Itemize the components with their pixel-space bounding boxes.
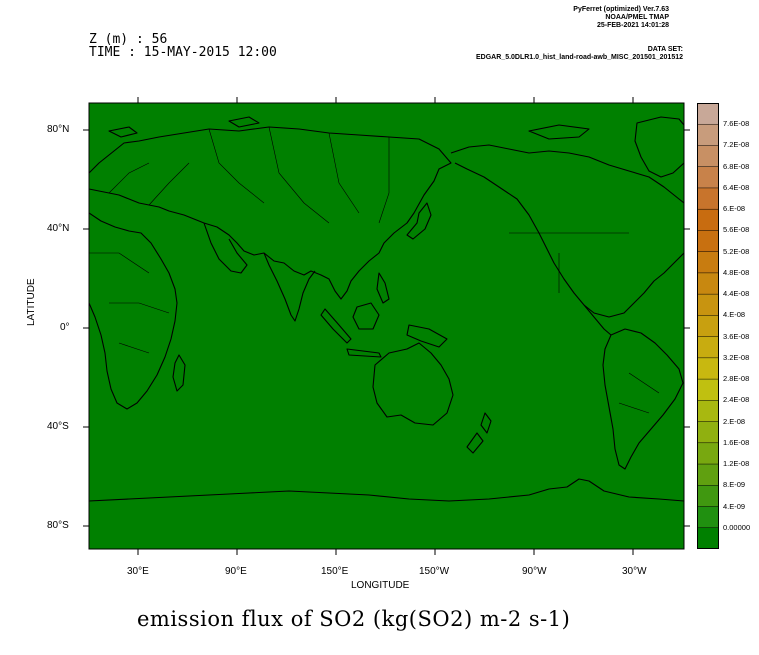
antarctica-outline [89,478,684,502]
colorbar-label: 6.8E-08 [723,161,750,171]
colorbar-swatch [697,209,719,231]
colorbar-label: 3.6E-08 [723,331,750,341]
colorbar-label: 2.8E-08 [723,374,750,384]
colorbar-swatch [697,103,719,125]
colorbar-swatch [697,251,719,274]
colorbar-swatch [697,145,719,168]
coastlines [89,116,684,502]
x-tick-label: 90°E [225,566,247,577]
colorbar-swatch [697,442,719,465]
colorbar-swatch [697,357,719,380]
plot-title: emission flux of SO2 (kg(SO2) m-2 s-1) [137,607,571,631]
arctic-islands-outline [108,116,590,140]
y-tick-label: 80°N [47,124,70,135]
y-tick-label: 40°S [47,421,69,432]
colorbar-label: 4.E-08 [723,310,746,320]
colorbar-swatch [697,400,719,423]
colorbar-label: 4.E-09 [723,501,746,511]
colorbar-swatch [697,124,719,146]
colorbar-swatch [697,230,719,253]
z-level-label: Z (m) : 56 [89,32,168,47]
y-tick-label: 40°N [47,223,70,234]
axis-frame [83,97,690,555]
map-background [89,103,684,549]
india-outline [263,252,316,322]
colorbar-label: 1.2E-08 [723,459,750,469]
colorbar-swatch [697,506,719,529]
x-tick-label: 30°W [622,566,647,577]
colorbar-label: 2.4E-08 [723,395,750,405]
colorbar-swatch [697,315,719,338]
colorbar-swatch [697,294,719,316]
x-tick-label: 150°W [419,566,450,577]
colorbar-swatch [697,187,719,210]
philippines-outline [376,272,390,304]
dataset-label: DATA SET: [647,46,683,53]
colorbar-swatch [697,527,719,549]
australia-outline [372,342,454,426]
colorbar-label: 5.6E-08 [723,225,750,235]
colorbar-label: 0.00000 [723,522,751,532]
colorbar-label: 4.8E-08 [723,267,750,277]
africa-outline [89,212,178,410]
colorbar-swatch [697,485,719,508]
colorbar-swatch [697,379,719,401]
borneo-outline [352,302,380,330]
south-america-outline [602,328,684,470]
greenland-outline [634,116,684,178]
y-tick-label: 0° [60,322,70,333]
japan-outline [406,202,432,240]
colorbar-label: 4.4E-08 [723,289,750,299]
colorbar-label: 5.2E-08 [723,246,750,256]
colorbar-swatch [697,421,719,444]
central-america-outline [583,304,612,336]
colorbar-frame [697,103,719,549]
sumatra-outline [320,308,352,344]
x-tick-label: 30°E [127,566,149,577]
software-version: PyFerret (optimized) Ver.7.63 [573,6,669,13]
new-guinea-outline [406,324,448,348]
dataset-name: EDGAR_5.0DLR1.0_hist_land-road-awb_MISC_… [476,54,683,61]
plot-timestamp: 25-FEB-2021 14:01:28 [597,22,669,29]
colorbar [697,103,719,549]
colorbar-label: 6.4E-08 [723,182,750,192]
colorbar-label: 1.6E-08 [723,437,750,447]
colorbar-label: 8.E-09 [723,480,746,490]
y-axis-label: LATITUDE [26,278,37,326]
x-axis-label: LONGITUDE [351,580,410,591]
time-label: TIME : 15-MAY-2015 12:00 [89,45,277,60]
world-map [89,103,684,549]
x-tick-label: 90°W [522,566,547,577]
madagascar-outline [172,354,186,392]
country-borders [89,126,660,414]
new-zealand-outline [466,412,492,454]
north-america-outline [450,144,684,318]
colorbar-swatch [697,272,719,295]
colorbar-swatch [697,166,719,189]
java-outline [346,348,382,358]
colorbar-label: 6.E-08 [723,204,746,214]
colorbar-swatch [697,336,719,359]
colorbar-label: 7.2E-08 [723,140,750,150]
x-tick-label: 150°E [321,566,349,577]
eurasia-outline [89,126,452,300]
y-tick-label: 80°S [47,520,69,531]
colorbar-swatch [697,464,719,486]
organization-label: NOAA/PMEL TMAP [605,14,669,21]
colorbar-label: 2.E-08 [723,416,746,426]
colorbar-label: 7.6E-08 [723,119,750,129]
colorbar-label: 3.2E-08 [723,352,750,362]
arabia-outline [203,222,248,274]
